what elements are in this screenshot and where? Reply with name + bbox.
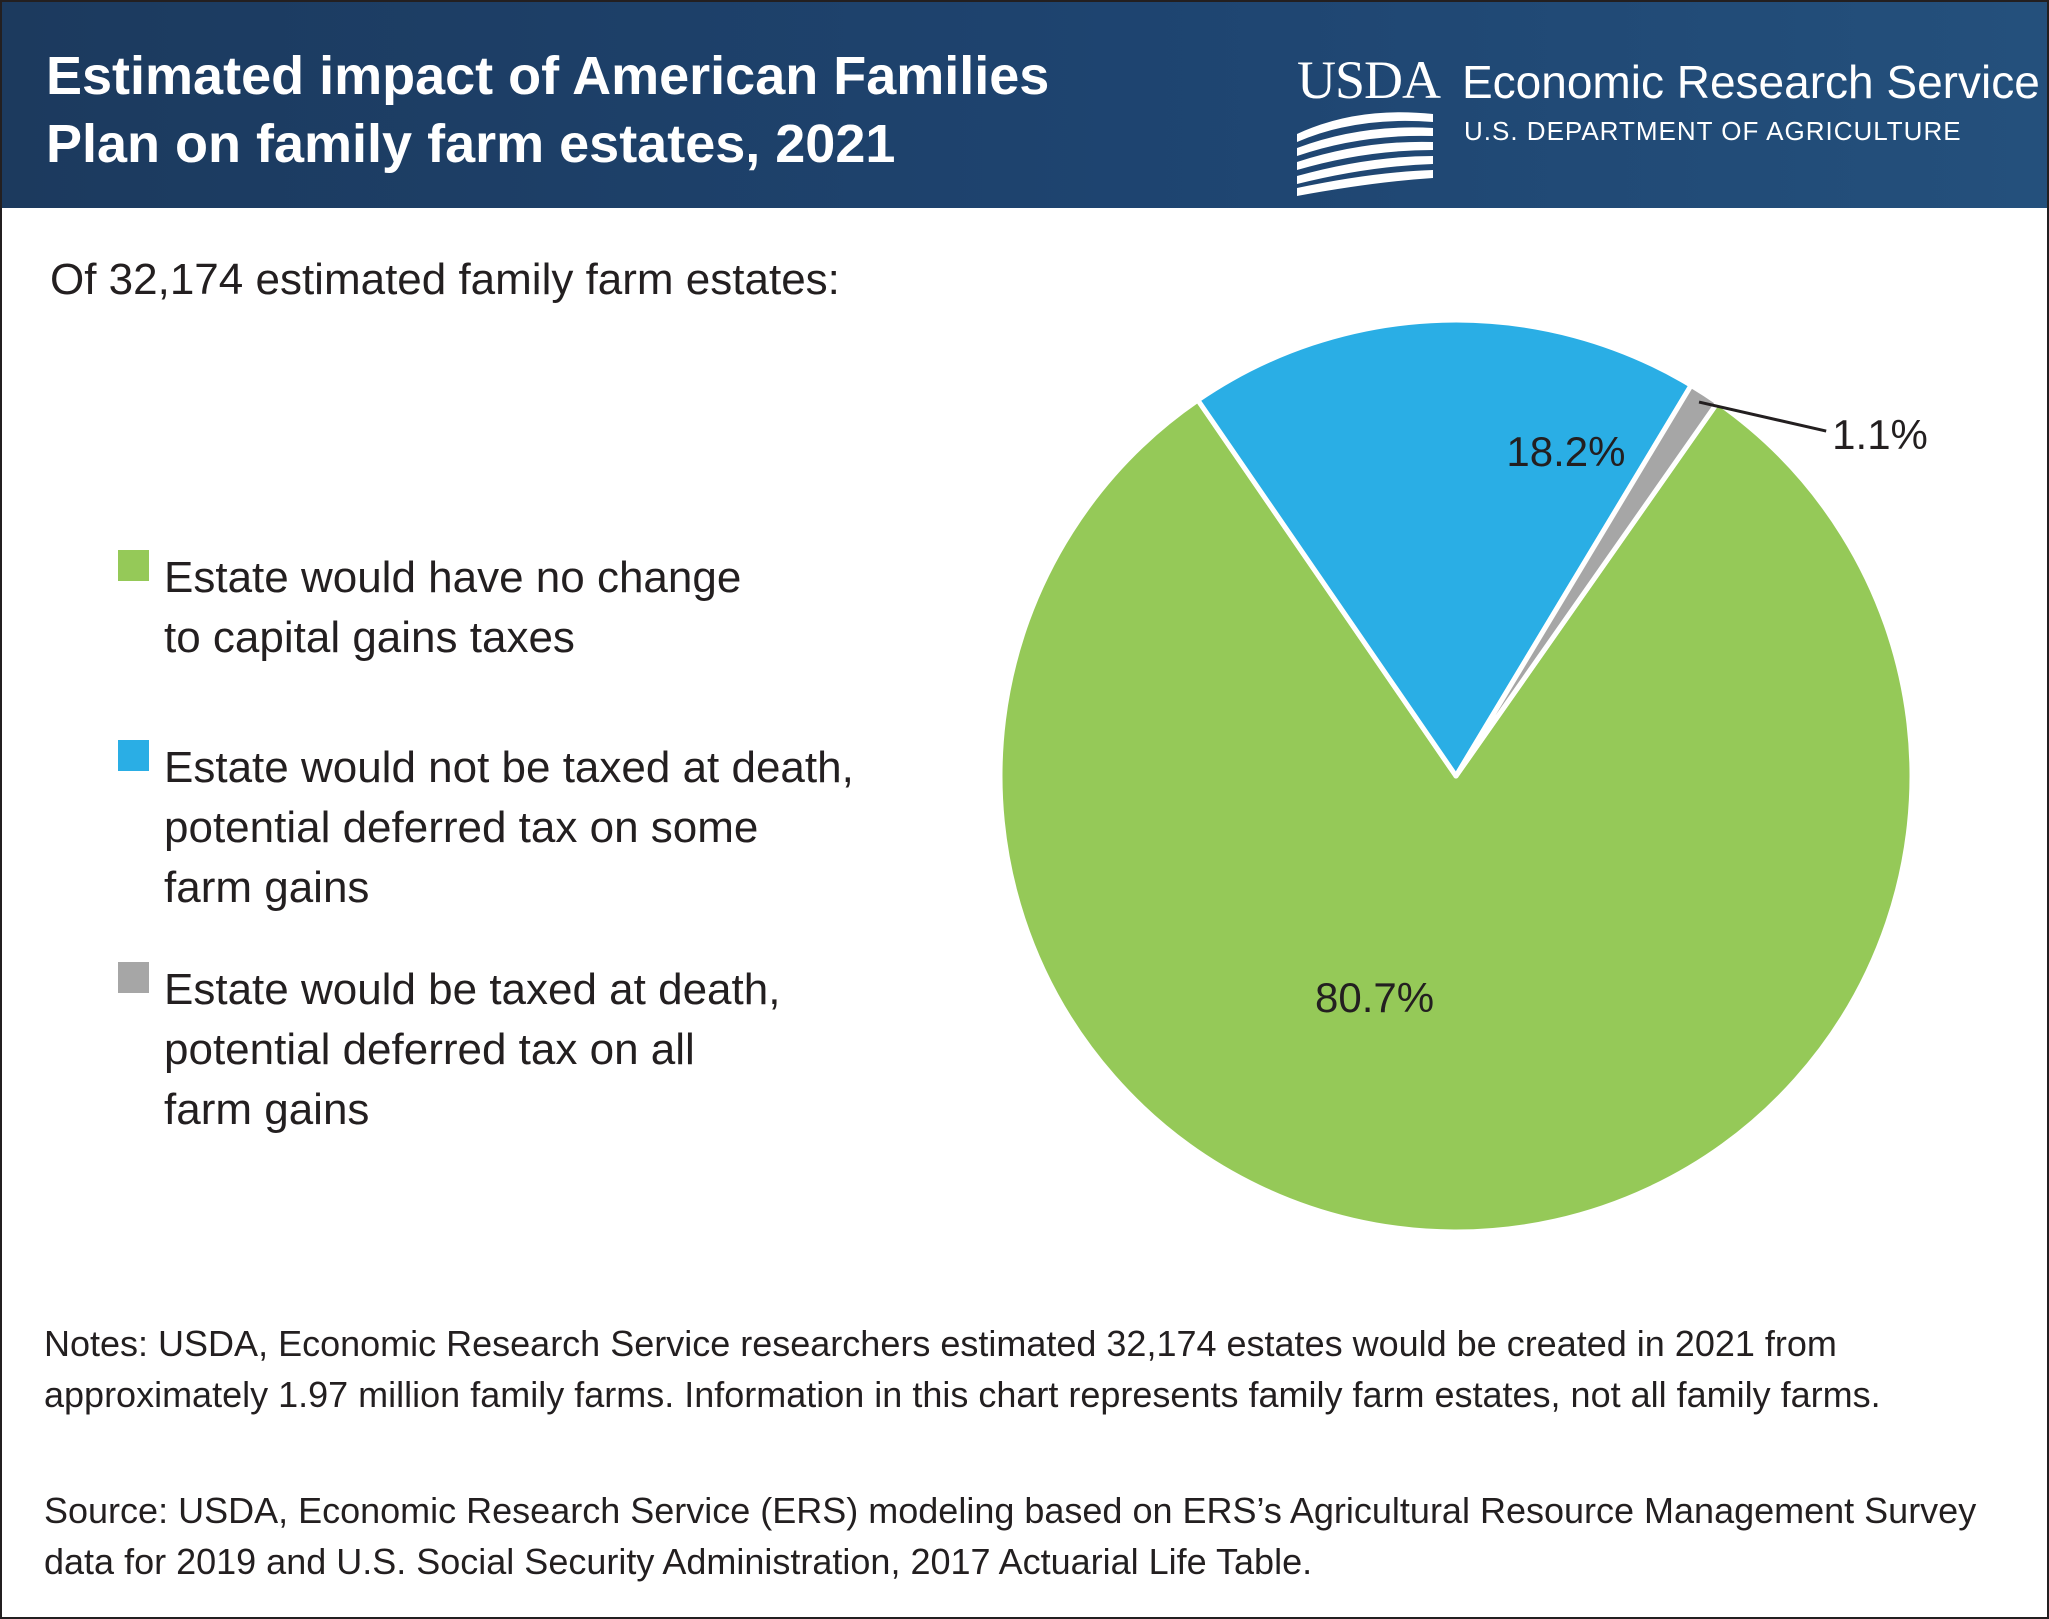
pie-slice-taxed — [1453, 382, 1721, 779]
legend-label-line: farm gains — [164, 863, 370, 912]
agency-name: Economic Research Service — [1462, 56, 2040, 108]
header-banner: Estimated impact of American Families Pl… — [2, 2, 2047, 208]
legend-swatch-gray — [118, 962, 149, 993]
legend-swatch-green — [118, 550, 149, 581]
usda-fields-icon — [1297, 112, 1433, 196]
pie-slice-no-change — [997, 397, 1915, 1235]
title-line-2: Plan on family farm estates, 2021 — [46, 114, 896, 174]
pie-label-no-change: 80.7% — [1315, 974, 1434, 1021]
legend-label-line: Estate would be taxed at death, — [164, 965, 781, 1014]
chart-subtitle: Of 32,174 estimated family farm estates: — [50, 255, 840, 304]
department-name: U.S. DEPARTMENT OF AGRICULTURE — [1464, 116, 1962, 146]
pie-slice-not-taxed — [1195, 317, 1694, 779]
legend-label-line: potential deferred tax on some — [164, 803, 759, 852]
legend-label-line: farm gains — [164, 1085, 370, 1134]
chart-source: Source: USDA, Economic Research Service … — [44, 1490, 1977, 1582]
chart-title: Estimated impact of American Families Pl… — [46, 42, 1049, 178]
usda-logo-text: USDA — [1297, 50, 1441, 110]
legend-label-line: Estate would not be taxed at death, — [164, 743, 854, 792]
legend-label-line: potential deferred tax on all — [164, 1025, 695, 1074]
legend-label: Estate would have no change to capital g… — [164, 548, 984, 668]
chart-notes: Notes: USDA, Economic Research Service r… — [44, 1323, 1881, 1415]
legend-label-line: to capital gains taxes — [164, 613, 575, 662]
usda-logo: USDA — [1297, 50, 1441, 196]
pie-chart: 80.7% 18.2% 1.1% — [997, 317, 1928, 1235]
pie-leader-line — [1698, 400, 1827, 433]
legend-swatch-blue — [118, 740, 149, 771]
title-line-1: Estimated impact of American Families — [46, 46, 1050, 106]
legend-label-line: Estate would have no change — [164, 553, 742, 602]
pie-label-taxed: 1.1% — [1832, 411, 1928, 458]
pie-label-not-taxed: 18.2% — [1506, 428, 1625, 475]
legend-label: Estate would be taxed at death, potentia… — [164, 960, 984, 1140]
legend-label: Estate would not be taxed at death, pote… — [164, 738, 984, 918]
